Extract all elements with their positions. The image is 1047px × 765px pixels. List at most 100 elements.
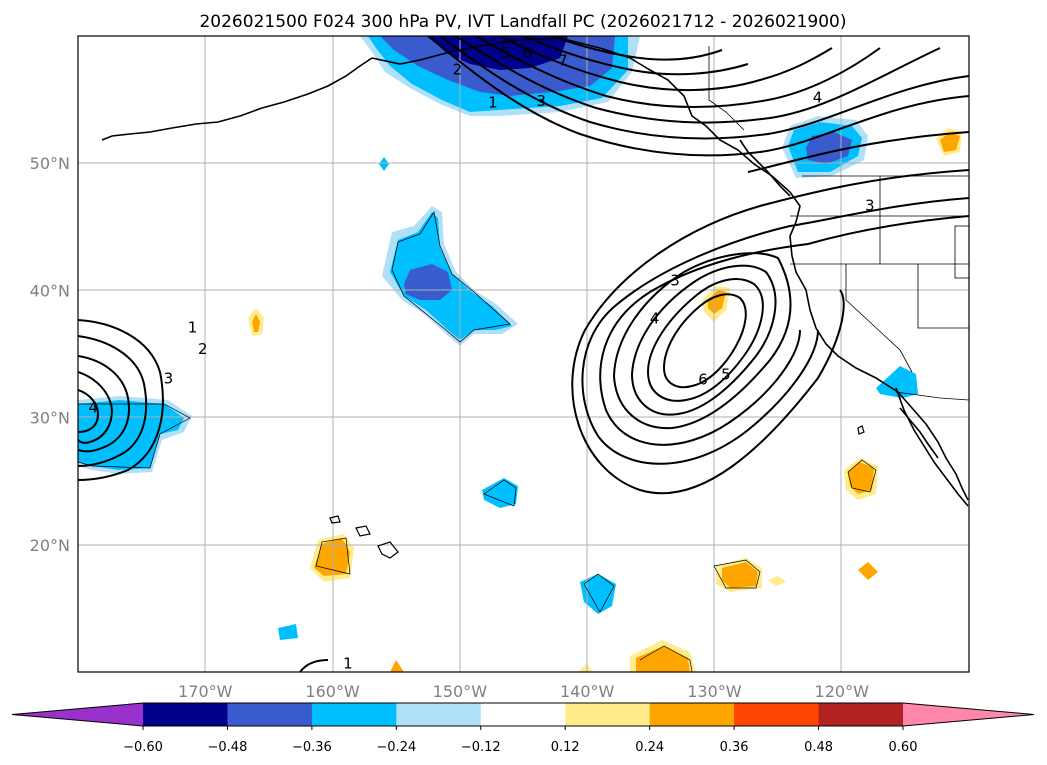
lon-label: 140°W (560, 682, 615, 701)
border-ca-nv (845, 264, 913, 373)
contour-label: 6 (698, 371, 708, 389)
coast-alaska (371, 37, 969, 501)
colorbar-swatch (565, 703, 651, 726)
map-frame (77, 35, 970, 673)
lon-label: 150°W (433, 682, 488, 701)
islands (329, 425, 865, 559)
contour-north-3 (455, 36, 941, 124)
contour-north-5 (499, 36, 833, 91)
contour-north-7 (551, 36, 723, 61)
pv-anomaly-south-central (580, 574, 616, 614)
pv-anomaly-bottom-small (390, 660, 404, 672)
contour-north-6 (523, 36, 749, 76)
pv-anomaly-hawaii-south (278, 624, 298, 640)
border-wyoming (954, 225, 969, 279)
colorbar-swatch (143, 703, 228, 726)
island-maui (355, 525, 371, 537)
coastlines (101, 37, 969, 507)
contour-trough-2 (581, 197, 969, 465)
colorbar-swatch (734, 703, 820, 726)
contour-north-2 (439, 36, 969, 140)
map-title: 2026021500 F024 300 hPa PV, IVT Landfall… (199, 12, 846, 32)
ivt-contours (78, 36, 969, 672)
contour-west-4 (78, 371, 114, 444)
pv-anomaly-hawaii (314, 538, 350, 576)
contour-label: 4 (89, 399, 99, 417)
contour-label: 3 (865, 196, 875, 214)
contour-label: 1 (488, 93, 498, 111)
contour-trough-3 (599, 215, 969, 446)
colorbar-label: −0.60 (123, 740, 163, 755)
pv-anomaly-alberta (940, 132, 960, 152)
pv-anomaly-west (252, 314, 260, 332)
colorbar-label: −0.24 (376, 740, 416, 755)
lat-label: 40°N (30, 281, 70, 300)
colorbar-label: −0.48 (208, 740, 248, 755)
island-hawaii-big (377, 541, 399, 559)
colorbar-swatch (480, 703, 566, 726)
contour-west-2 (78, 335, 148, 467)
contour-label: 4 (650, 310, 660, 328)
contour-label: 7 (558, 51, 568, 69)
pv-anomaly-trough (708, 290, 726, 314)
colorbar-label: −0.12 (461, 740, 501, 755)
lat-label: 20°N (30, 536, 70, 555)
pv-anomaly-socal (876, 366, 918, 398)
island-guadalupe (857, 425, 865, 435)
colorbar-swatch (227, 703, 313, 726)
contour-label: 3 (164, 369, 174, 387)
contour-label: 4 (813, 88, 823, 106)
contour-label: 2 (198, 340, 208, 358)
lat-label: 50°N (30, 154, 70, 173)
colorbar-label: 0.36 (720, 740, 749, 755)
lon-label: 130°W (687, 682, 742, 701)
coast-bc-islands (739, 139, 791, 197)
pv-anomaly-central (390, 212, 512, 340)
coast-sea-of-cortez (899, 407, 939, 459)
colorbar-extend-low (12, 703, 143, 726)
lat-label: 30°N (30, 409, 70, 428)
latitude-labels: 50°N 40°N 30°N 20°N (30, 154, 70, 555)
lon-label: 170°W (178, 682, 233, 701)
colorbar-label: 0.48 (804, 740, 833, 755)
border-us-mexico (895, 391, 969, 401)
colorbar-swatch (311, 703, 397, 726)
contour-bottom (299, 659, 329, 672)
contour-label: 5 (721, 366, 731, 384)
pv-anomaly-east-central (482, 478, 518, 508)
contour-west-3 (78, 355, 130, 453)
island-kauai (329, 515, 341, 524)
contour-north-1 (427, 36, 969, 157)
contour-trough-6 (646, 278, 764, 402)
contour-label: 6 (523, 44, 533, 62)
contour-label: 1 (343, 654, 353, 672)
longitude-labels: 170°W 160°W 150°W 140°W 130°W 120°W (178, 682, 869, 701)
colorbar-label: −0.36 (292, 740, 332, 755)
contour-trough-5 (630, 264, 777, 416)
contour-label: 3 (670, 271, 680, 289)
colorbar-swatch (396, 703, 482, 726)
pv-anomaly-mexico (858, 562, 878, 580)
lon-label: 160°W (305, 682, 360, 701)
pv-anomaly-baja (848, 462, 874, 494)
colorbar-label: 0.60 (889, 740, 918, 755)
colorbar-label: 0.12 (551, 740, 580, 755)
lon-label: 120°W (815, 682, 870, 701)
pv-anomaly-central-core (404, 264, 452, 300)
coast-baja (895, 387, 969, 507)
coast-aleutians (101, 57, 373, 141)
contour-label: 1 (188, 319, 198, 337)
colorbar-extend-high (903, 703, 1034, 726)
border-states-4 (917, 264, 969, 329)
pv-anomaly-bottom-small2 (578, 664, 594, 672)
contour-trough-4 (612, 252, 792, 430)
pv-anomaly-small-e (768, 576, 786, 586)
contour-north-4 (475, 36, 881, 109)
contour-west-5 (78, 389, 100, 433)
pv-anomaly-south-east (722, 562, 758, 588)
contour-north-8 (747, 131, 969, 173)
colorbar-label: 0.24 (635, 740, 664, 755)
contour-trough-7 (662, 293, 747, 389)
